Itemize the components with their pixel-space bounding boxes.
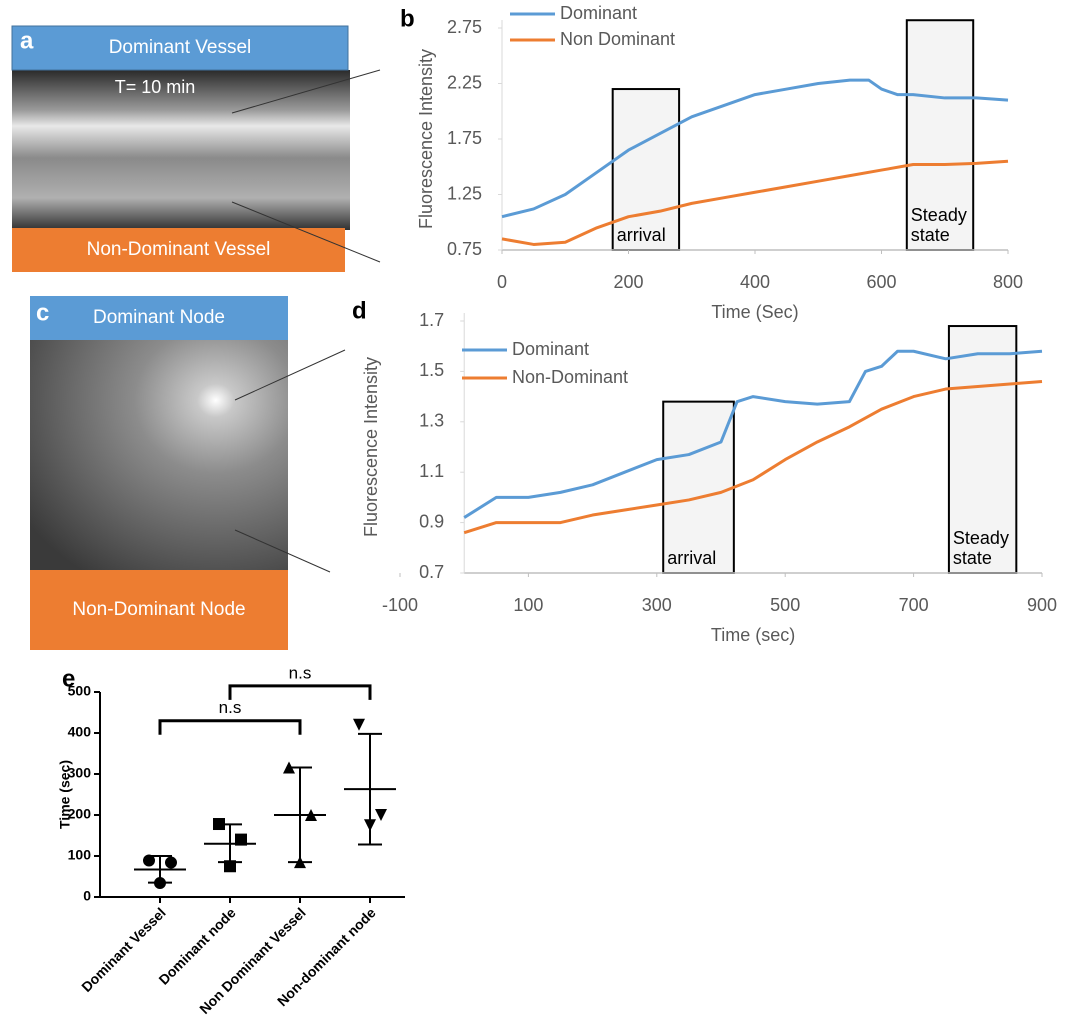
- x-tick-label: 100: [513, 595, 543, 615]
- node-image: [30, 340, 288, 572]
- panel-label: b: [400, 5, 415, 32]
- panel-label: d: [352, 297, 367, 324]
- connector: [231, 201, 381, 263]
- footer-text: Non-Dominant Vessel: [86, 239, 271, 261]
- footer-bar: [30, 570, 288, 650]
- y-tick-label: 0.75: [447, 239, 482, 259]
- y-tick-label: 1.25: [447, 183, 482, 203]
- y-tick-label: 1.75: [447, 128, 482, 148]
- x-tick-label: 0: [497, 272, 507, 292]
- header-text: Dominant Node: [92, 307, 226, 329]
- x-tick-label: 200: [613, 272, 643, 292]
- annotation: arrival: [667, 548, 717, 569]
- header-bar: [30, 296, 288, 340]
- data-point: [165, 856, 177, 869]
- y-tick-label: 1.1: [419, 461, 444, 481]
- data-point: [235, 833, 247, 846]
- y-tick-label: 1.7: [419, 310, 444, 330]
- footer-text: Non-Dominant Node: [72, 599, 246, 621]
- significance-bracket: [158, 719, 302, 735]
- panel-label: a: [20, 27, 34, 54]
- annotation-text: Steady state: [952, 527, 1009, 569]
- significance-bracket: [228, 684, 372, 700]
- x-tick-label: 400: [740, 272, 770, 292]
- x-tick-label: 900: [1027, 595, 1057, 615]
- annotation-text: arrival: [616, 225, 666, 246]
- y-axis-label: Fluorescence Intensity: [416, 49, 436, 229]
- connector: [231, 69, 381, 114]
- x-tick-label: -100: [382, 595, 418, 615]
- vessel-image: [12, 70, 350, 230]
- footer-bar: [12, 228, 345, 272]
- x-tick-label: 700: [899, 595, 929, 615]
- header-text: Dominant Vessel: [108, 37, 252, 59]
- series-line: [463, 379, 1043, 535]
- panel-label: c: [36, 299, 49, 326]
- x-tick-label: 600: [866, 272, 896, 292]
- annotation-box: [662, 400, 735, 575]
- legend-label: Non-Dominant: [512, 367, 628, 387]
- legend-label: Non Dominant: [560, 29, 675, 49]
- data-point: [143, 854, 155, 867]
- y-tick-label: 200: [68, 806, 92, 822]
- x-tick-label: 800: [993, 272, 1023, 292]
- annotation-text: arrival: [667, 548, 717, 569]
- annotation-box: [947, 325, 1018, 575]
- connector: [234, 529, 331, 573]
- annotation: arrival: [616, 225, 666, 246]
- y-tick-label: 2.25: [447, 72, 482, 92]
- y-tick-label: 0: [83, 888, 91, 904]
- y-tick-label: 500: [68, 683, 92, 699]
- y-axis-label: Time (sec): [57, 760, 73, 829]
- series-line: [501, 78, 1009, 219]
- panel-label: e: [62, 665, 75, 692]
- connector: [234, 349, 346, 401]
- y-tick-label: 0.7: [419, 562, 444, 582]
- annotation: Steady state: [952, 527, 1009, 569]
- y-tick-label: 1.5: [419, 360, 444, 380]
- y-tick-label: 100: [68, 847, 92, 863]
- legend-label: Dominant: [512, 339, 589, 359]
- x-axis-label: Time (sec): [711, 625, 795, 645]
- y-tick-label: 0.9: [419, 511, 444, 531]
- significance-label: n.s: [289, 663, 312, 682]
- annotation-text: Steady state: [910, 204, 967, 246]
- y-tick-label: 2.75: [447, 17, 482, 37]
- y-tick-label: 400: [68, 724, 92, 740]
- header-bar: [11, 25, 349, 71]
- legend-label: Dominant: [560, 3, 637, 23]
- y-tick-label: 1.3: [419, 411, 444, 431]
- y-tick-label: 300: [68, 765, 92, 781]
- y-axis-label: Fluorescence Intensity: [361, 357, 381, 537]
- significance-label: n.s: [219, 698, 242, 717]
- data-point: [353, 718, 365, 731]
- series-line: [463, 349, 1043, 519]
- annotation: Steady state: [910, 204, 967, 246]
- caption: T= 10 min: [115, 77, 196, 97]
- x-axis-label: Time (Sec): [711, 302, 798, 322]
- data-point: [375, 809, 387, 821]
- data-point: [224, 860, 236, 873]
- x-tick-label: Dominant Vessel: [78, 904, 169, 995]
- series-line: [501, 159, 1009, 246]
- x-tick-label: 300: [642, 595, 672, 615]
- x-tick-label: 500: [770, 595, 800, 615]
